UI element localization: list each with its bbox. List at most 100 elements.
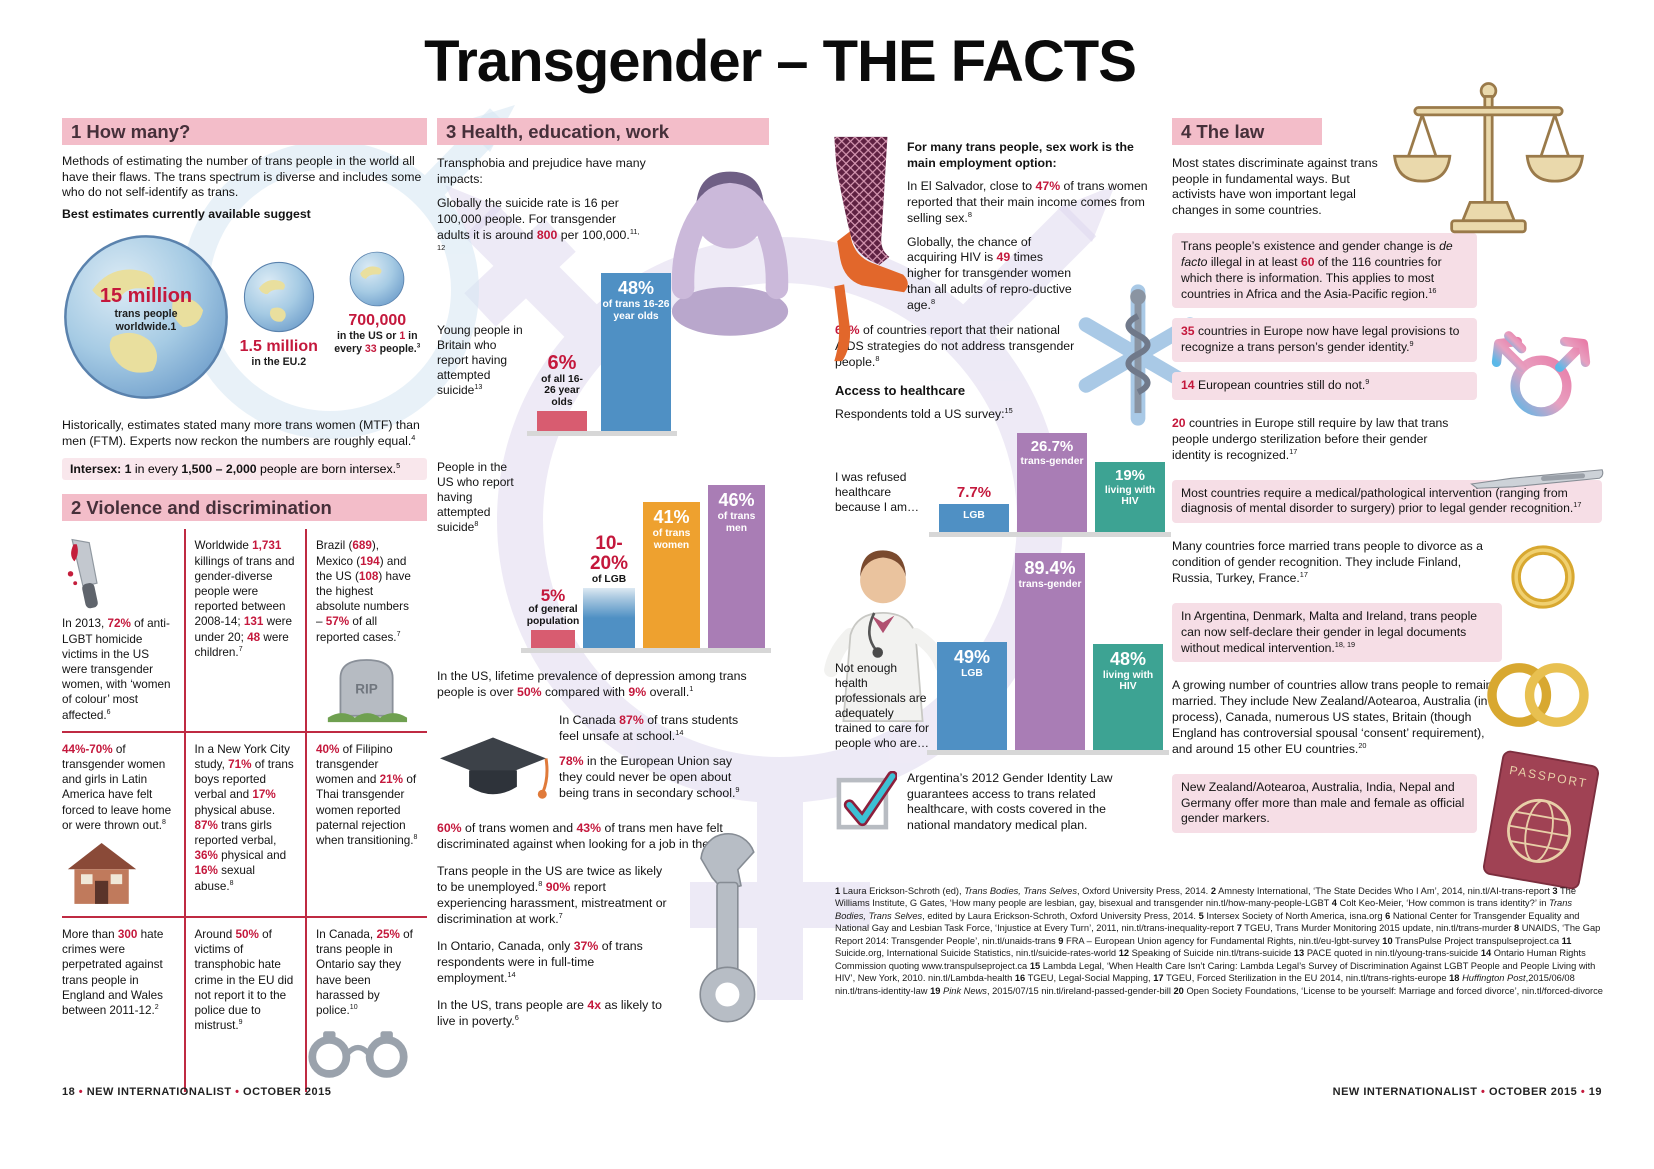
school-eu-stat: 78% in the European Union say they could… <box>559 754 740 800</box>
graduation-cap-icon <box>439 737 549 799</box>
depression-stat: In the US, lifetime prevalence of depres… <box>437 669 747 700</box>
references: 1 Laura Erickson-Schroth (ed), Trans Bod… <box>835 886 1603 996</box>
bar-caption: living with HIV <box>1102 669 1154 693</box>
bar-value-label: 41% <box>653 507 690 528</box>
bar-caption: of all 16-26 year olds <box>541 373 583 408</box>
law-item: 35 countries in Europe now have legal pr… <box>1172 318 1477 363</box>
house-icon <box>67 842 137 904</box>
bar-value-label: 6% <box>547 351 577 374</box>
hiv-stat: Globally, the chance of acquiring HIV is… <box>907 234 1072 312</box>
suicide-rate-note: Globally the suicide rate is 16 per 100,… <box>437 196 640 252</box>
violence-stat: Brazil (689), Mexico (194) and the US (1… <box>316 539 411 644</box>
bar-caption: living with HIV <box>1104 484 1156 508</box>
globe-icon <box>243 261 314 333</box>
stat-us: 700,000 <box>348 311 407 329</box>
stat-world-caption: trans people worldwide.1 <box>114 307 178 333</box>
rip-label: RIP <box>355 681 378 696</box>
bar-value-label: 49% <box>953 646 991 667</box>
globe-icon <box>64 235 228 399</box>
bar-caption: trans-gender <box>1020 455 1084 467</box>
checkbox-check-icon <box>836 770 897 830</box>
violence-stat: In a New York City study, 71% of trans b… <box>194 742 294 893</box>
footer-right: NEW INTERNATIONALIST • OCTOBER 2015 • 19 <box>1332 1086 1602 1098</box>
violence-cell: Worldwide 1,731 killings of trans and ge… <box>183 529 306 731</box>
violence-stat: Around 50% of victims of transphobic hat… <box>194 928 294 1033</box>
bar-all-16-26 <box>537 411 587 432</box>
bar-trans-men: 46% of trans men <box>708 485 765 649</box>
section-header-label: 4 The law <box>1181 120 1265 142</box>
argentina-block: Argentina’s 2012 Gender Identity Law gua… <box>835 770 1170 834</box>
history-note: Historically, estimates stated many more… <box>62 417 420 448</box>
school-canada-stat: In Canada 87% of trans students feel uns… <box>559 712 739 743</box>
section-header-label: 2 Violence and discrimination <box>71 496 332 518</box>
jobs-eu-stat: 60% of trans women and 43% of trans men … <box>437 820 737 851</box>
intersex-note: Intersex: 1 in every 1,500 – 2,000 peopl… <box>62 458 427 481</box>
chart-refused-healthcare: I was refused healthcare because I am… 7… <box>835 432 1171 537</box>
bar-transgender: 89.4% trans-gender <box>1015 552 1085 750</box>
school-block: In Canada 87% of trans students feel uns… <box>437 713 769 807</box>
globe-us: 700,000 in the US or 1 in every 33 peopl… <box>328 251 427 355</box>
gravestone-icon: RIP <box>327 658 408 722</box>
bar-caption: LGB <box>963 509 985 521</box>
bar-group: 46% of trans men <box>708 485 765 649</box>
section-healthcare: For many trans people, sex work is the m… <box>824 136 1198 834</box>
globe-world-label: 15 million trans people worldwide.1 <box>62 285 230 333</box>
section-header-label: 1 How many? <box>71 120 191 142</box>
bar-value-label: 89.4% <box>1024 557 1076 578</box>
handcuffs-icon <box>308 1031 408 1079</box>
section-header-health: 3 Health, education, work <box>437 118 769 145</box>
aids-strategies-stat: 61% of countries report that their natio… <box>835 323 1075 369</box>
bar-living-with-hiv: 19% living with HIV <box>1095 461 1165 532</box>
el-salvador-stat: In El Salvador, close to 47% of trans wo… <box>907 179 1148 225</box>
stat-us-caption: in the US or 1 in every 33 people.3 <box>334 329 421 355</box>
knife-icon <box>67 539 98 609</box>
bar-lgb: 49% LGB <box>937 641 1007 750</box>
passport-icon: PASSPORT <box>1482 750 1600 890</box>
globe-icon <box>349 251 405 307</box>
law-item: 14 European countries still do not.9 <box>1172 372 1477 400</box>
bar-group: 48% living with HIV <box>1093 643 1163 750</box>
bar-value-label: 46% <box>718 490 755 511</box>
section-health: 3 Health, education, work Transphobia an… <box>437 118 789 1030</box>
violence-cell: In a New York City study, 71% of trans b… <box>183 730 305 917</box>
bar-caption: of general population <box>526 604 580 627</box>
sexwork-block: For many trans people, sex work is the m… <box>907 140 1159 313</box>
law-item: Many countries force married trans peopl… <box>1172 539 1483 585</box>
transgender-symbol-icon <box>1491 331 1591 440</box>
bar-group: 6% of all 16-26 year olds <box>537 351 587 432</box>
health-intro: Transphobia and prejudice have many impa… <box>437 156 646 186</box>
bar-caption: LGB <box>961 667 983 679</box>
despair-figure-illustration <box>671 171 789 336</box>
violence-grid: In 2013, 72% of anti-LGBT homicide victi… <box>62 529 427 1093</box>
bar-lgb <box>583 588 635 649</box>
bar-group: 41% of trans women <box>643 502 700 649</box>
chart-label: People in the US who report having attem… <box>437 460 514 535</box>
page-title: Transgender – THE FACTS <box>424 29 1137 94</box>
violence-stat: In 2013, 72% of anti-LGBT homicide victi… <box>62 617 171 722</box>
bar-trans-women: 41% of trans women <box>643 502 700 649</box>
bar-value-label: 48% <box>1109 648 1147 669</box>
violence-cell: More than 300 hate crimes were perpetrat… <box>62 916 184 1092</box>
section-how-many-violence: 1 How many? Methods of estimating the nu… <box>62 118 427 1093</box>
poverty-stat: In the US, trans people are 4x as likely… <box>437 998 662 1029</box>
violence-stat: In Canada, 25% of trans people in Ontari… <box>316 928 413 1018</box>
section-header-how-many: 1 How many? <box>62 118 427 145</box>
section-header-violence: 2 Violence and discrimination <box>62 494 427 522</box>
bar-living-with-hiv: 48% living with HIV <box>1093 643 1163 750</box>
high-heel-illustration <box>834 136 908 362</box>
violence-cell: In Canada, 25% of trans people in Ontari… <box>305 916 427 1093</box>
violence-stat: More than 300 hate crimes were perpetrat… <box>62 928 164 1018</box>
bar-caption: trans-gender <box>1018 578 1082 590</box>
section-header-law: 4 The law <box>1172 118 1322 145</box>
argentina-law-note: Argentina’s 2012 Gender Identity Law gua… <box>907 770 1113 833</box>
section-law: 4 The law Most states discriminate again… <box>1172 82 1604 890</box>
bar-trans-16-26: 48% of trans 16-26 year olds <box>601 273 671 432</box>
violence-cell: Around 50% of victims of transphobic hat… <box>183 916 305 1093</box>
chart-untrained-professionals: Not enough health professionals are adeq… <box>835 552 1170 755</box>
access-healthcare-header: Access to healthcare <box>835 382 966 398</box>
bar-group: 48% of trans 16-26 year olds <box>601 273 671 432</box>
bar-value-label: 19% <box>1114 466 1146 484</box>
bar-group: 89.4% trans-gender <box>1015 552 1085 750</box>
violence-stat: Worldwide 1,731 killings of trans and ge… <box>194 539 295 659</box>
